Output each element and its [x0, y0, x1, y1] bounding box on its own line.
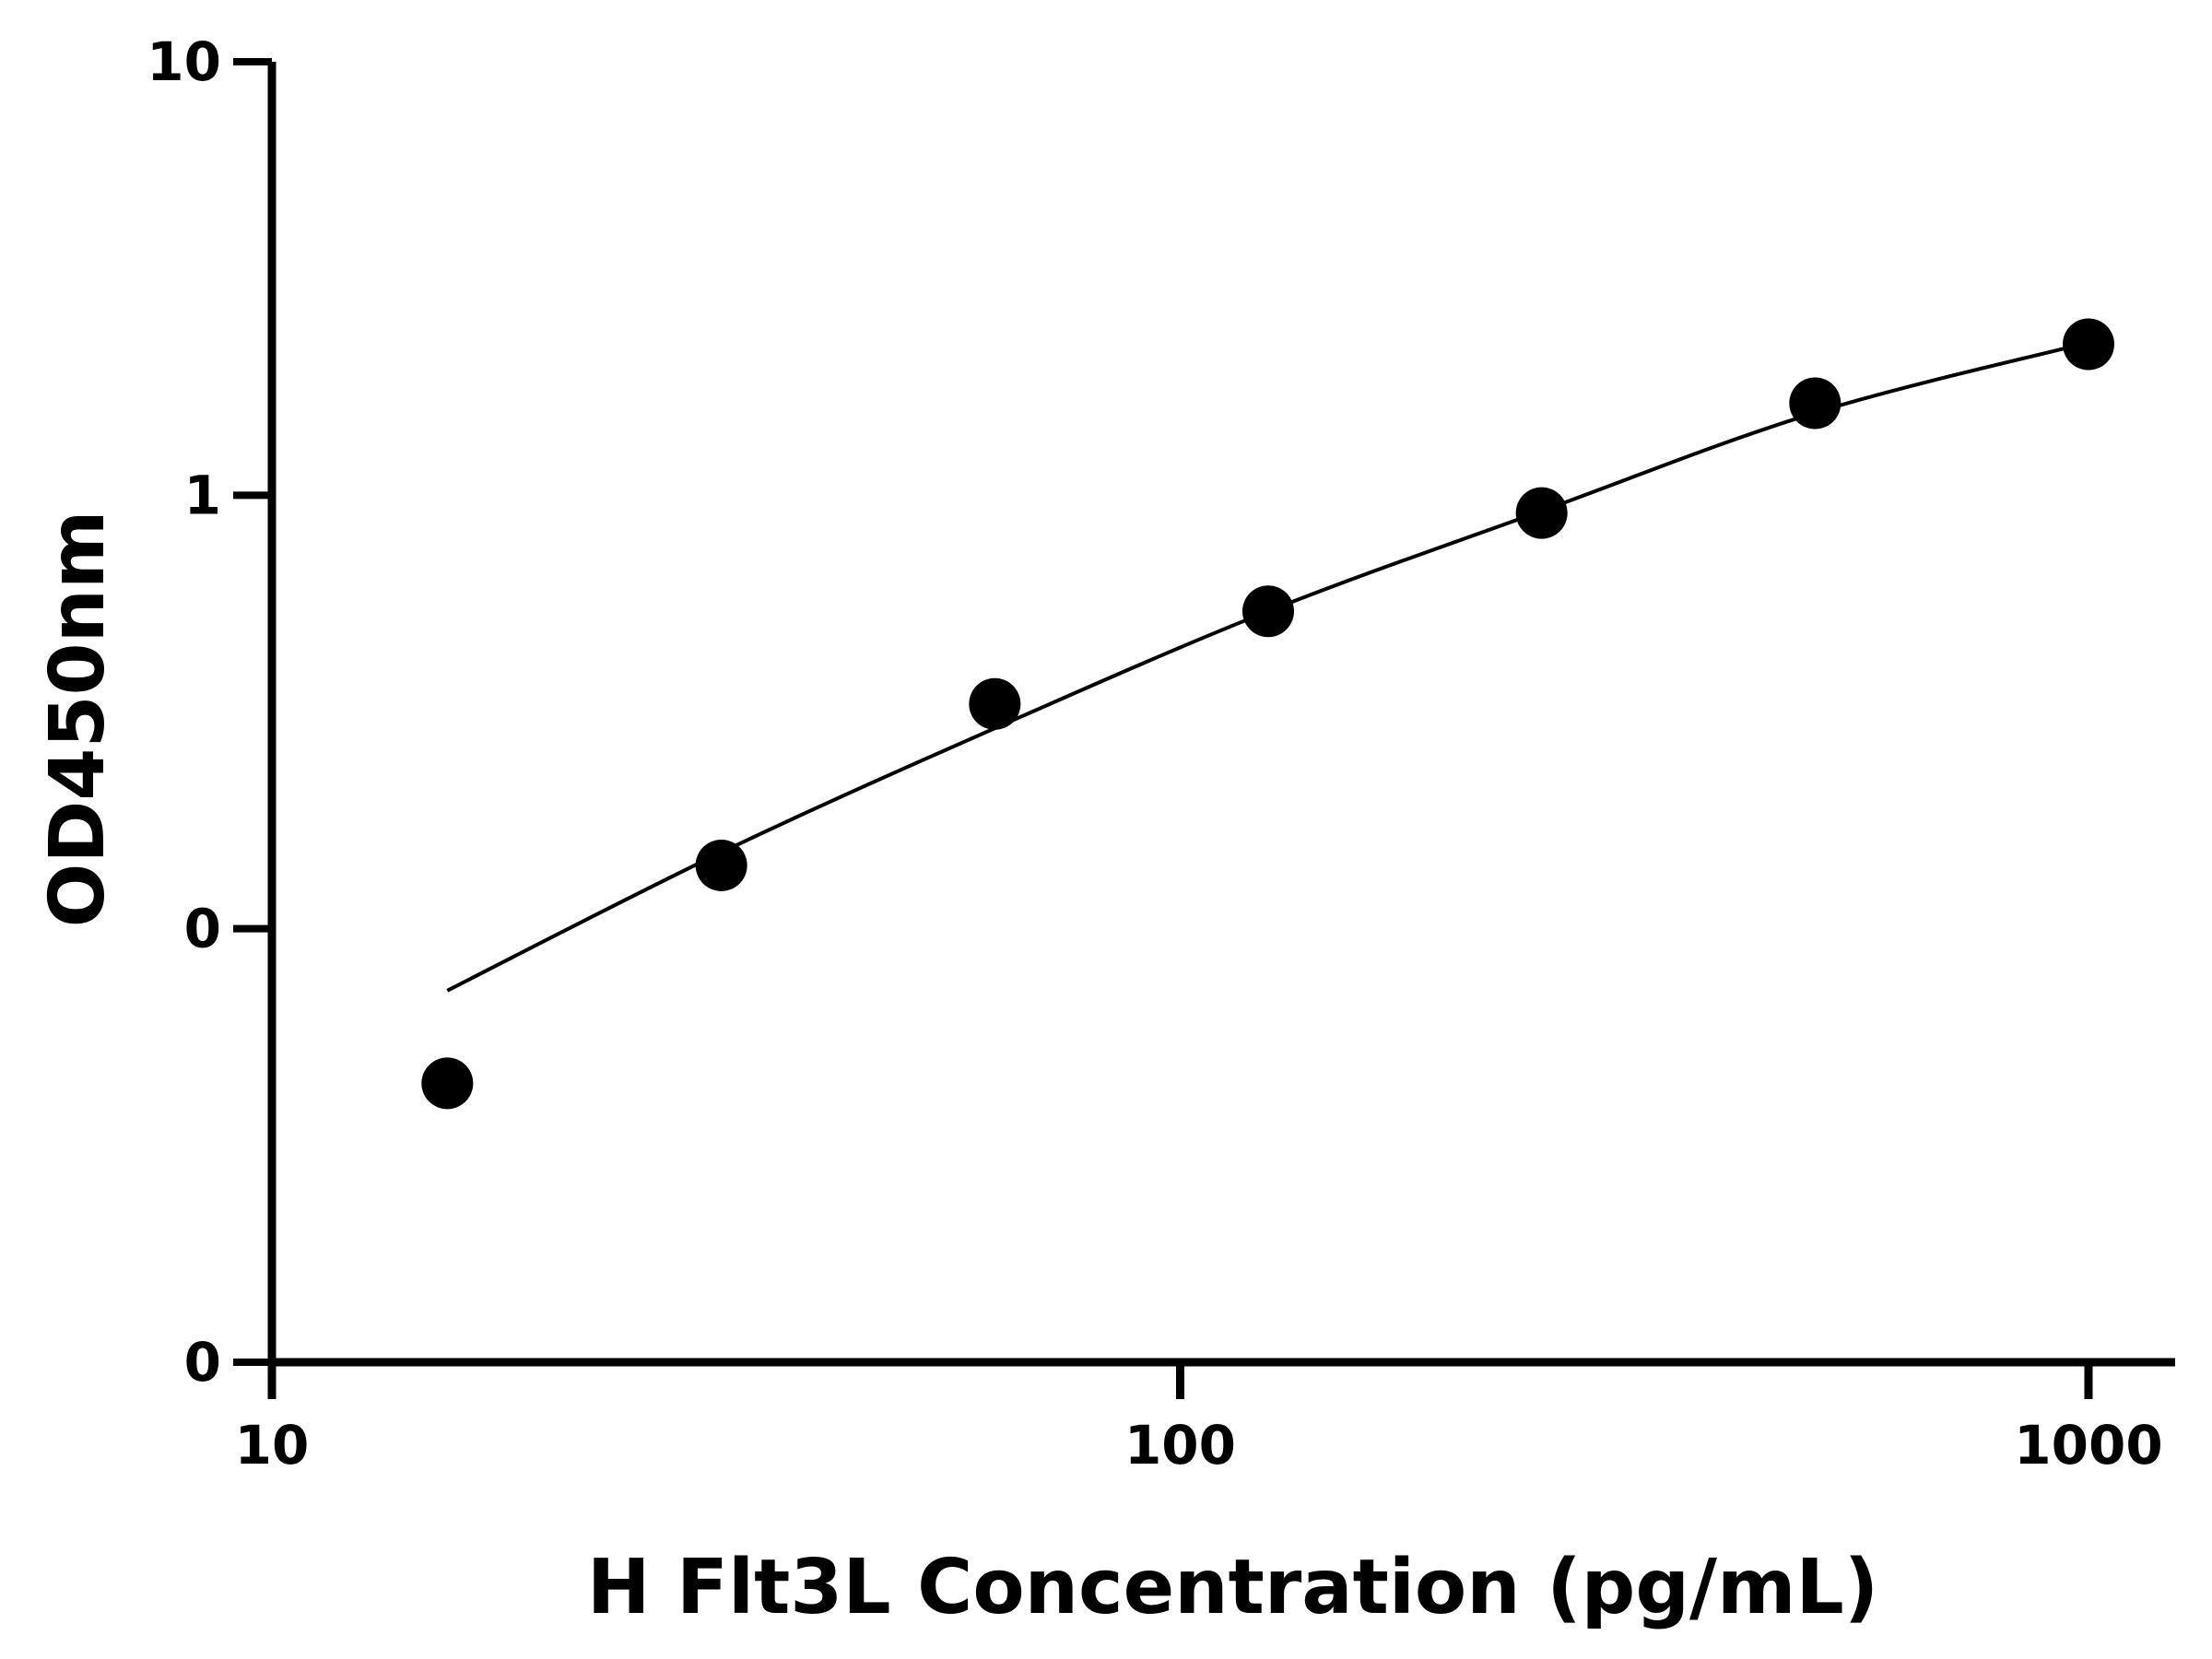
y-tick-label: 10	[147, 30, 221, 93]
data-point	[695, 839, 747, 891]
data-point	[1515, 487, 1568, 539]
plot-area	[421, 318, 2114, 1110]
x-tick-label: 1000	[2014, 1414, 2162, 1477]
data-point	[1242, 585, 1295, 638]
x-axis-ticks: 10 100 1000	[235, 1362, 2163, 1477]
x-tick-label: 100	[1124, 1414, 1236, 1477]
y-tick-label: 0	[184, 898, 221, 960]
y-axis-title: OD450nm	[34, 511, 122, 928]
data-point	[2063, 318, 2114, 371]
x-tick-label: 10	[235, 1414, 310, 1477]
axes: 10 100 1000 0 0 1 10	[147, 30, 2175, 1477]
data-point	[421, 1057, 474, 1110]
y-axis-ticks: 0 0 1 10	[147, 30, 272, 1394]
y-tick-label: 0	[184, 1331, 221, 1394]
data-points	[421, 318, 2114, 1110]
x-axis-title: H Flt3L Concentration (pg/mL)	[587, 1544, 1878, 1631]
y-tick-label: 1	[184, 464, 221, 526]
fit-curve-line	[446, 340, 2089, 993]
data-point	[1789, 377, 1841, 429]
data-point	[969, 677, 1021, 730]
